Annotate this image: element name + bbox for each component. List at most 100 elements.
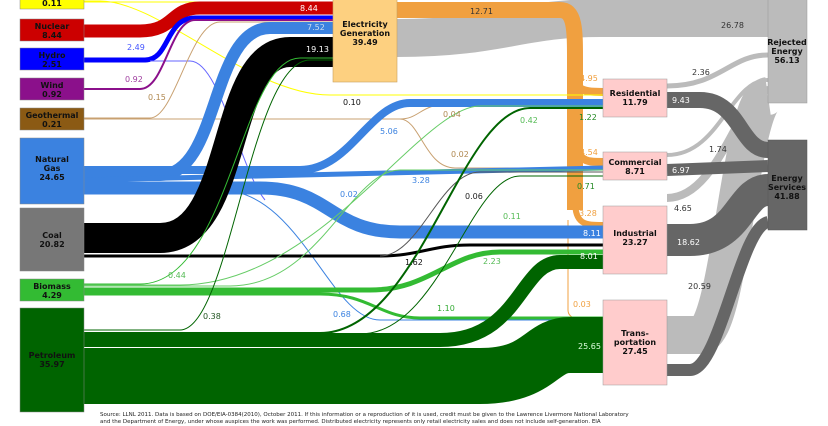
flow-bio-transportation	[84, 292, 603, 320]
label-elec-trans: 0.03	[573, 300, 591, 309]
label-bio-res: 0.42	[520, 116, 538, 125]
label-solar-res: 0.10	[343, 98, 361, 107]
node-biomass-name: Biomass	[33, 282, 71, 291]
label-geo-elec: 0.15	[148, 93, 166, 102]
node-rejected-energy: Rejected Energy 56.13	[767, 0, 808, 104]
label-trans-rej: 20.59	[688, 282, 711, 291]
label-elec-rej: 26.78	[721, 21, 744, 30]
flow-commercial-services	[666, 160, 769, 176]
source-flows	[83, 0, 604, 404]
flow-gas-residential	[84, 99, 603, 174]
label-hydro-elec: 2.49	[127, 43, 145, 52]
flow-geo-elec	[84, 21, 333, 119]
serv-name1: Energy	[771, 174, 803, 183]
flow-bio-elec	[84, 57, 333, 285]
label-gas-trans: 0.68	[333, 310, 351, 319]
rej-value: 56.13	[774, 56, 799, 65]
label-gas-res: 5.06	[380, 127, 398, 136]
flow-pet-residential	[84, 107, 603, 334]
flow-solar-residential	[84, 0, 603, 96]
node-hydro: Hydro 2.51	[19, 47, 85, 71]
flow-transportation-services	[667, 216, 771, 376]
node-electricity-generation: Electricity Generation 39.49	[332, 0, 398, 83]
node-gas-name1: Natural	[35, 155, 69, 164]
node-geothermal-value: 0.21	[42, 120, 62, 129]
elec-name2: Generation	[340, 29, 391, 38]
flow-pet-commercial	[84, 175, 603, 335]
label-coal-elec: 19.13	[306, 45, 329, 54]
rej-name2: Energy	[771, 47, 803, 56]
node-solar-value: 0.11	[42, 0, 62, 8]
node-gas-value: 24.65	[39, 173, 65, 182]
sink-nodes: Rejected Energy 56.13 Energy Services 41…	[767, 0, 808, 231]
label-coal-com: 0.06	[465, 192, 483, 201]
flow-elec-commercial	[571, 129, 604, 166]
node-transportation: Trans- portation 27.45	[602, 299, 668, 386]
label-pet-com: 0.71	[577, 182, 595, 191]
flow-coal-elec	[84, 37, 333, 253]
label-pet-trans: 25.65	[578, 342, 601, 351]
label-pet-ind: 8.01	[580, 252, 598, 261]
label-gas-ind: 8.11	[583, 229, 601, 238]
flow-elec-industrial	[572, 199, 604, 228]
rej-name1: Rejected	[767, 38, 807, 47]
flow-coal-commercial	[379, 171, 603, 257]
node-solar: 0.11	[19, 0, 85, 10]
flow-industrial-services	[667, 174, 771, 256]
flow-elec-rejected	[396, 0, 768, 57]
label-elec-com: 4.54	[580, 148, 598, 157]
label-elec-out: 12.71	[470, 7, 493, 16]
node-geothermal-name: Geothermal	[26, 111, 79, 120]
flow-geo-commercial	[399, 118, 603, 169]
flow-pet-transportation	[84, 317, 603, 404]
flow-hydro-elec	[84, 15, 333, 63]
elec-name1: Electricity	[342, 20, 388, 29]
flow-nuclear-elec	[84, 1, 333, 38]
node-hydro-name: Hydro	[38, 51, 66, 60]
flow-bio-commercial	[84, 169, 603, 287]
flow-gas-transportation	[219, 189, 603, 321]
node-natural-gas: Natural Gas 24.65	[19, 137, 85, 205]
label-bio-ind: 2.23	[483, 257, 501, 266]
node-wind: Wind 0.92	[19, 77, 85, 101]
node-coal: Coal 20.82	[19, 207, 85, 272]
label-ind-serv: 18.62	[677, 238, 700, 247]
node-industrial: Industrial 23.27	[602, 205, 668, 275]
sector-nodes: Residential 11.79 Commercial 8.71 Indust…	[602, 78, 668, 386]
res-name: Residential	[610, 89, 661, 98]
flow-wind-elec	[84, 19, 333, 90]
node-residential: Residential 11.79	[602, 78, 668, 118]
label-elec-res: 4.95	[580, 74, 598, 83]
label-pet-elec: 0.38	[203, 312, 221, 321]
flow-residential-rejected	[666, 52, 769, 89]
serv-value: 41.88	[774, 192, 800, 201]
label-res-rej: 2.36	[692, 68, 710, 77]
flow-bio-industrial	[84, 249, 603, 293]
label-geo-com: 0.02	[451, 150, 469, 159]
trans-value: 27.45	[622, 347, 648, 356]
label-geo-res: 0.04	[443, 110, 461, 119]
label-gas-com: 3.28	[412, 176, 430, 185]
flow-pet-elec	[84, 59, 333, 331]
footnote-line-2: and the Department of Energy, under whos…	[100, 419, 601, 425]
flow-gas-industrial	[84, 181, 603, 239]
node-petroleum: Petroleum 35.97	[19, 307, 85, 413]
label-com-serv: 6.97	[672, 166, 690, 175]
node-commercial: Commercial 8.71	[602, 151, 668, 181]
ind-value: 23.27	[622, 238, 647, 247]
label-bio-trans: 1.10	[437, 304, 455, 313]
node-petroleum-name: Petroleum	[29, 351, 76, 360]
source-footnote: Source: LLNL 2011. Data is based on DOE/…	[100, 412, 800, 426]
trans-name2: portation	[614, 338, 656, 347]
node-wind-name: Wind	[41, 81, 64, 90]
source-nodes: 0.11 Nuclear 8.44 Hydro 2.51 Wind 0.92 G…	[19, 0, 85, 413]
node-nuclear-value: 8.44	[42, 31, 62, 40]
sector-output-flows	[396, 0, 780, 376]
node-biomass-value: 4.29	[42, 291, 62, 300]
node-coal-name: Coal	[42, 231, 62, 240]
label-ind-rej: 4.65	[674, 204, 692, 213]
label-res-serv: 9.43	[672, 96, 690, 105]
flow-elec-residential	[568, 59, 604, 96]
node-energy-services: Energy Services 41.88	[767, 139, 808, 231]
